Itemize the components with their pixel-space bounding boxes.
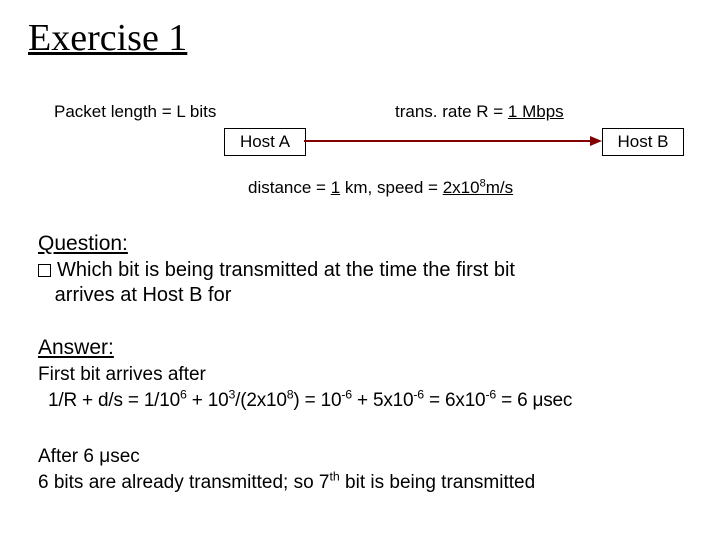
ans2-exp6a: 6: [180, 388, 187, 402]
ans4a: 6 bits are already transmitted; so 7: [38, 472, 329, 493]
ans2b: + 10: [187, 390, 229, 411]
ans2-expm6c: -6: [485, 388, 496, 402]
speed-base: 2x10: [443, 178, 480, 197]
ans2g: = 6 μsec: [496, 390, 572, 411]
host-b-box: Host B: [602, 128, 684, 156]
exercise-title: Exercise 1: [28, 16, 187, 60]
distance-value: 1: [331, 178, 340, 197]
question-line1: Which bit is being transmitted at the ti…: [57, 259, 515, 281]
ans2-expm6a: -6: [341, 388, 352, 402]
ans2-expm6b: -6: [413, 388, 424, 402]
answer-heading: Answer:: [38, 336, 114, 360]
trans-rate-value: 1 Mbps: [508, 102, 564, 121]
distance-speed-label: distance = 1 km, speed = 2x108m/s: [248, 178, 513, 198]
trans-rate-prefix: trans. rate R =: [395, 102, 508, 121]
host-a-box: Host A: [224, 128, 306, 156]
speed-unit: m/s: [486, 178, 513, 197]
distance-mid: km, speed =: [340, 178, 443, 197]
question-heading: Question:: [38, 232, 128, 256]
answer-line1: First bit arrives after: [38, 364, 206, 386]
ans2c: /(2x10: [235, 390, 287, 411]
ans4-th: th: [329, 470, 339, 484]
trans-rate-label: trans. rate R = 1 Mbps: [395, 102, 564, 122]
link-line-icon: [304, 128, 602, 154]
distance-prefix: distance =: [248, 178, 331, 197]
ans2e: + 5x10: [352, 390, 413, 411]
question-line2: arrives at Host B for: [55, 284, 232, 306]
ans2f: = 6x10: [424, 390, 485, 411]
question-body: Which bit is being transmitted at the ti…: [38, 258, 678, 308]
ans2a: 1/R + d/s = 1/10: [48, 390, 180, 411]
packet-length-label: Packet length = L bits: [54, 102, 216, 122]
speed-value: 2x108m/s: [443, 178, 513, 197]
ans2d: ) = 10: [293, 390, 341, 411]
answer-line2: 1/R + d/s = 1/106 + 103/(2x108) = 10-6 +…: [48, 390, 572, 412]
answer-line4: 6 bits are already transmitted; so 7th b…: [38, 472, 535, 494]
square-bullet-icon: [38, 264, 51, 277]
ans4b: bit is being transmitted: [340, 472, 535, 493]
answer-line3: After 6 μsec: [38, 446, 140, 468]
